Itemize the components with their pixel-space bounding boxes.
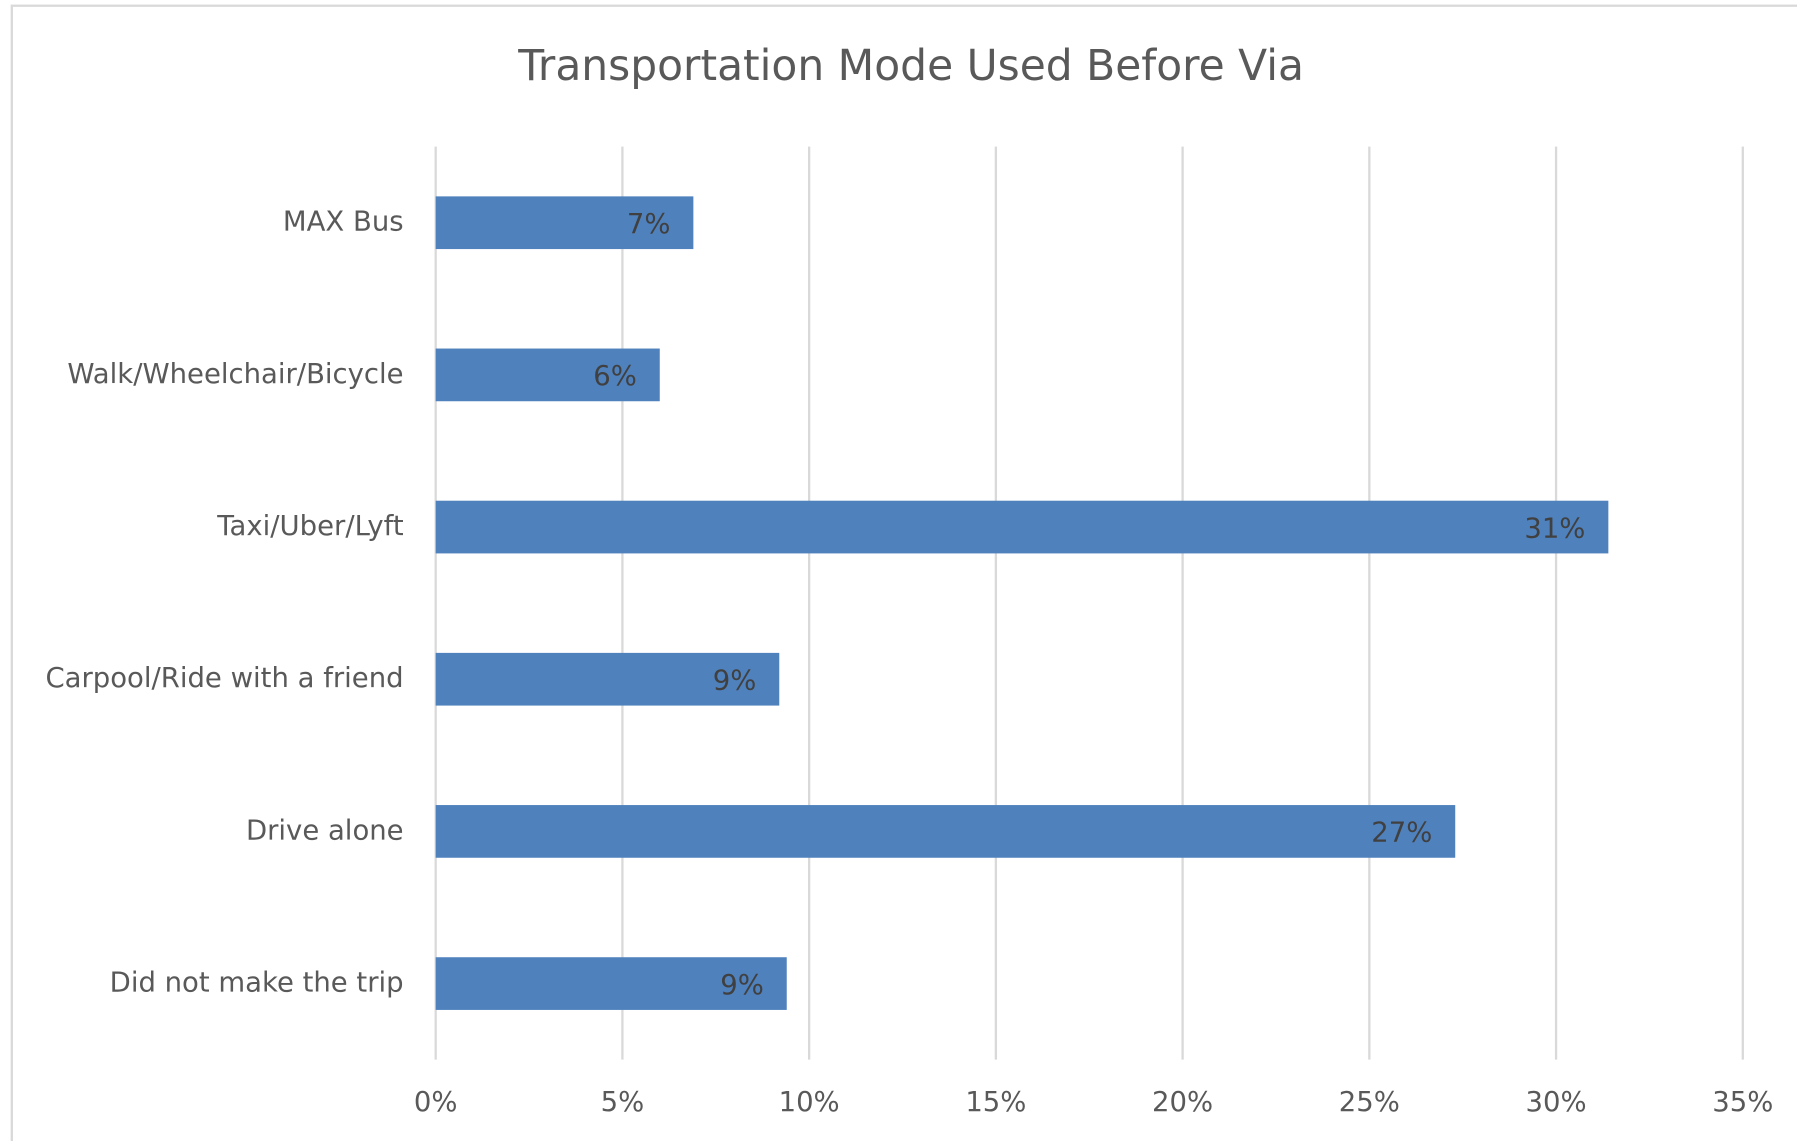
- y-tick-label: MAX Bus: [283, 206, 404, 238]
- chart-title: Transportation Mode Used Before Via: [517, 41, 1304, 90]
- y-tick-label: Walk/Wheelchair/Bicycle: [67, 358, 403, 390]
- bar: [435, 500, 1609, 554]
- bar: [435, 652, 780, 706]
- bar: [435, 805, 1456, 858]
- x-tick-label: 20%: [1152, 1086, 1213, 1118]
- x-tick-label: 5%: [601, 1086, 645, 1118]
- x-tick-label: 15%: [965, 1086, 1026, 1118]
- data-label: 7%: [627, 208, 671, 240]
- bar: [435, 196, 694, 250]
- chart-border: [10, 4, 1797, 1141]
- y-tick-label: Carpool/Ride with a friend: [45, 662, 403, 694]
- bar: [435, 957, 787, 1010]
- x-tick-label: 35%: [1712, 1086, 1773, 1118]
- x-tick-label: 30%: [1526, 1086, 1587, 1118]
- bar: [435, 348, 660, 402]
- x-tick-label: 10%: [779, 1086, 840, 1118]
- data-label: 6%: [593, 360, 637, 392]
- data-label: 9%: [720, 969, 764, 1001]
- y-tick-label: Drive alone: [246, 814, 404, 846]
- data-label: 9%: [713, 665, 757, 697]
- x-tick-label: 0%: [414, 1086, 458, 1118]
- y-tick-label: Did not make the trip: [110, 967, 404, 999]
- data-label: 27%: [1371, 817, 1432, 849]
- data-label: 31%: [1524, 512, 1585, 544]
- x-tick-label: 25%: [1339, 1086, 1400, 1118]
- y-tick-label: Taxi/Uber/Lyft: [216, 510, 404, 542]
